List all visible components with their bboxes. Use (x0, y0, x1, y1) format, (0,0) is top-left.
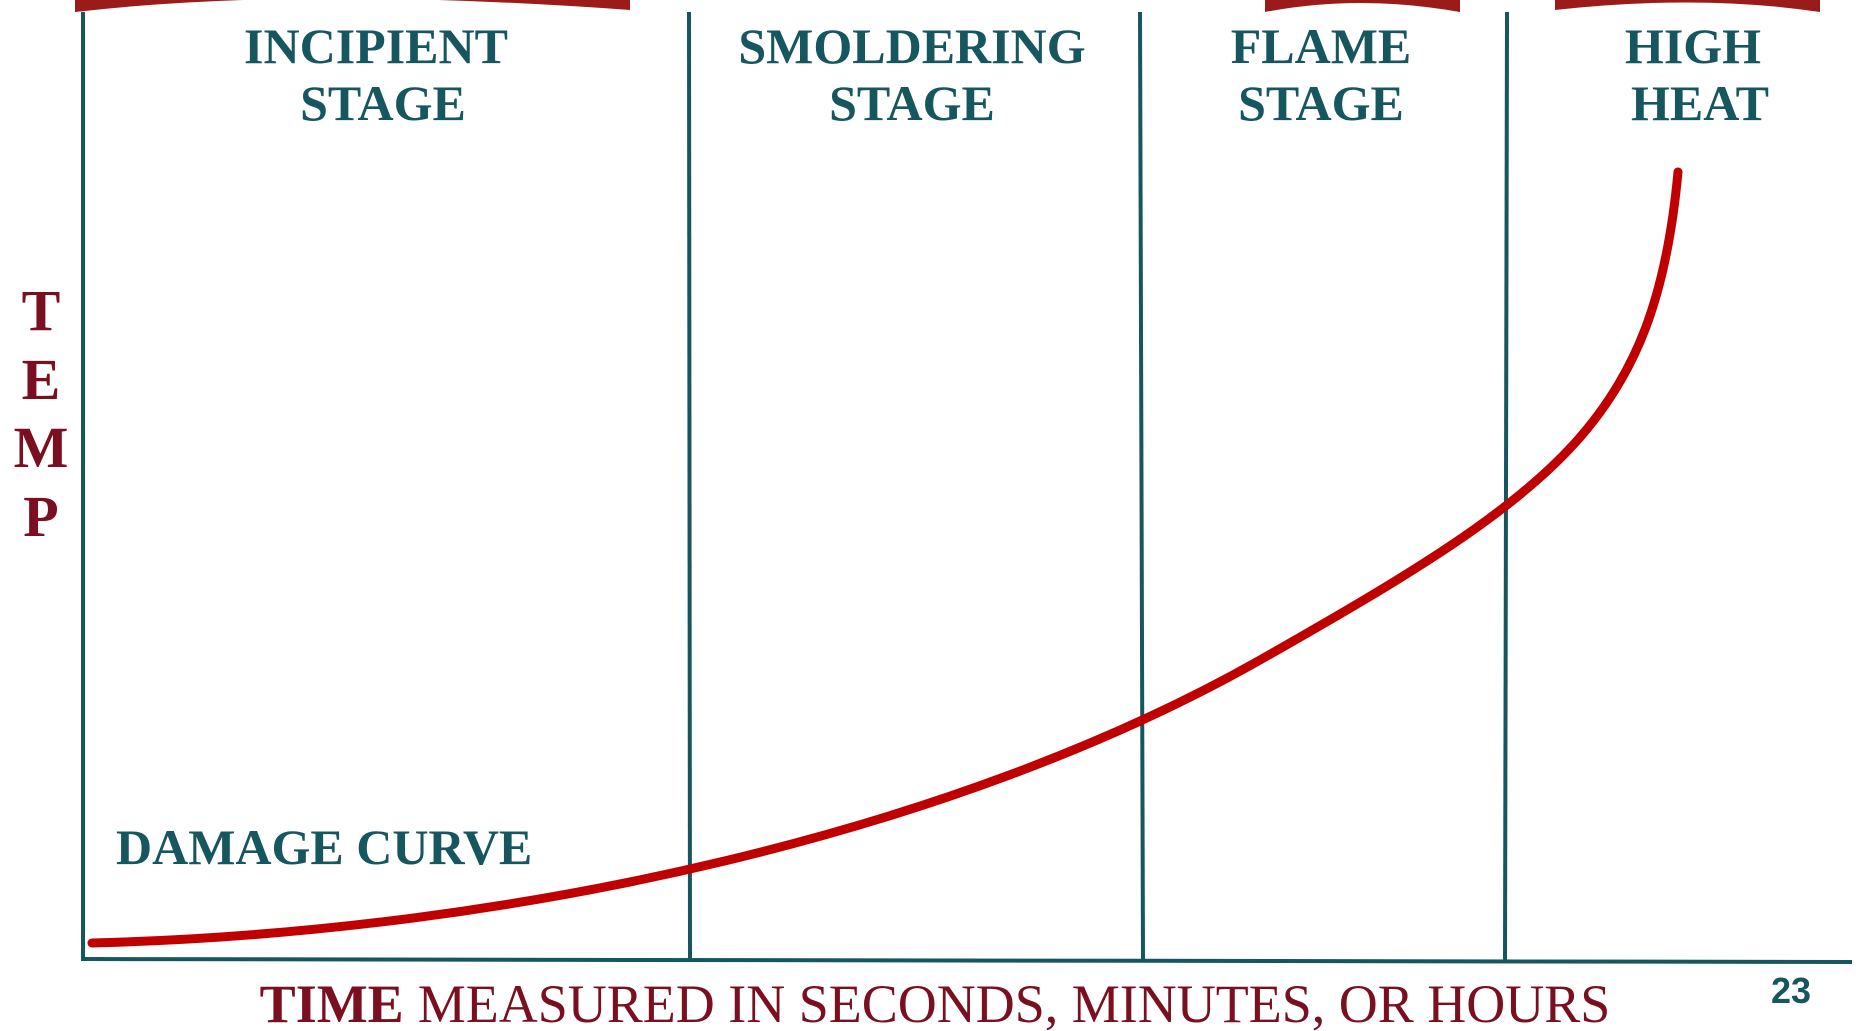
slide-number: 23 (1771, 970, 1811, 1011)
stage-labels: INCIPIENT STAGE SMOLDERING STAGE FLAME S… (244, 18, 1769, 131)
top-decoration (75, 0, 630, 12)
x-axis-label-emphasis: TIME (260, 974, 404, 1031)
stage-label: INCIPIENT (244, 18, 508, 74)
y-axis-letter: P (23, 484, 58, 549)
y-axis-letter: M (14, 415, 69, 480)
stage-label: STAGE (829, 75, 995, 131)
page: INCIPIENT STAGE SMOLDERING STAGE FLAME S… (0, 0, 1856, 1031)
top-decoration (1265, 0, 1460, 12)
stage-label: STAGE (1238, 75, 1404, 131)
stage-divider (689, 12, 690, 960)
x-axis-label-text: MEASURED IN SECONDS, MINUTES, OR HOURS (418, 974, 1611, 1031)
diagram: INCIPIENT STAGE SMOLDERING STAGE FLAME S… (0, 0, 1856, 1031)
stage-label: STAGE (300, 75, 466, 131)
curve-label: DAMAGE CURVE (116, 819, 532, 875)
x-axis (81, 959, 1852, 962)
stage-label: FLAME (1231, 18, 1412, 74)
stage-label: HEAT (1631, 75, 1769, 131)
stage-label: HIGH (1625, 18, 1761, 74)
y-axis-letter: E (22, 347, 61, 412)
stage-divider (1505, 12, 1507, 960)
y-axis-label: T E M P (14, 278, 69, 549)
top-decoration (1555, 0, 1820, 12)
stage-divider (1140, 12, 1143, 960)
stage-label: SMOLDERING (738, 18, 1085, 74)
y-axis-letter: T (22, 278, 61, 343)
